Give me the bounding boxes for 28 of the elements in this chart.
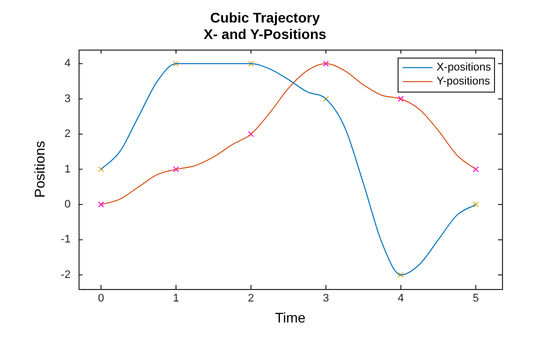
x-tick-label: 0: [98, 292, 104, 305]
y-tick-label: 1: [64, 163, 71, 176]
x-tick-label: 4: [398, 292, 404, 305]
point: [472, 202, 479, 208]
point: [173, 60, 179, 67]
point: [322, 60, 329, 67]
point: [398, 272, 404, 278]
y-axis-title: Positions: [31, 140, 48, 198]
chart-title: Cubic Trajectory: [210, 9, 320, 26]
x-tick-label: 3: [322, 292, 329, 305]
y-tick-label: -2: [60, 268, 71, 281]
y-tick-label: 3: [64, 92, 71, 105]
x-tick-label: 1: [172, 292, 180, 305]
y-tick-label: 0: [64, 198, 71, 211]
chart-subtitle: X- and Y-Positions: [204, 26, 327, 42]
point: [173, 166, 179, 172]
legend-label: X-positions: [436, 62, 492, 74]
legend-label: Y-positions: [436, 76, 490, 88]
x-tick-label: 2: [248, 292, 254, 305]
y-tick-label: 4: [64, 58, 71, 70]
x-axis-title: Time: [274, 309, 306, 326]
point: [248, 60, 254, 67]
point: [472, 166, 479, 172]
y-tick-label: -1: [60, 234, 71, 246]
point: [398, 96, 404, 102]
y-tick-label: 2: [64, 128, 71, 140]
x-tick-label: 5: [472, 292, 479, 305]
point: [98, 202, 104, 208]
